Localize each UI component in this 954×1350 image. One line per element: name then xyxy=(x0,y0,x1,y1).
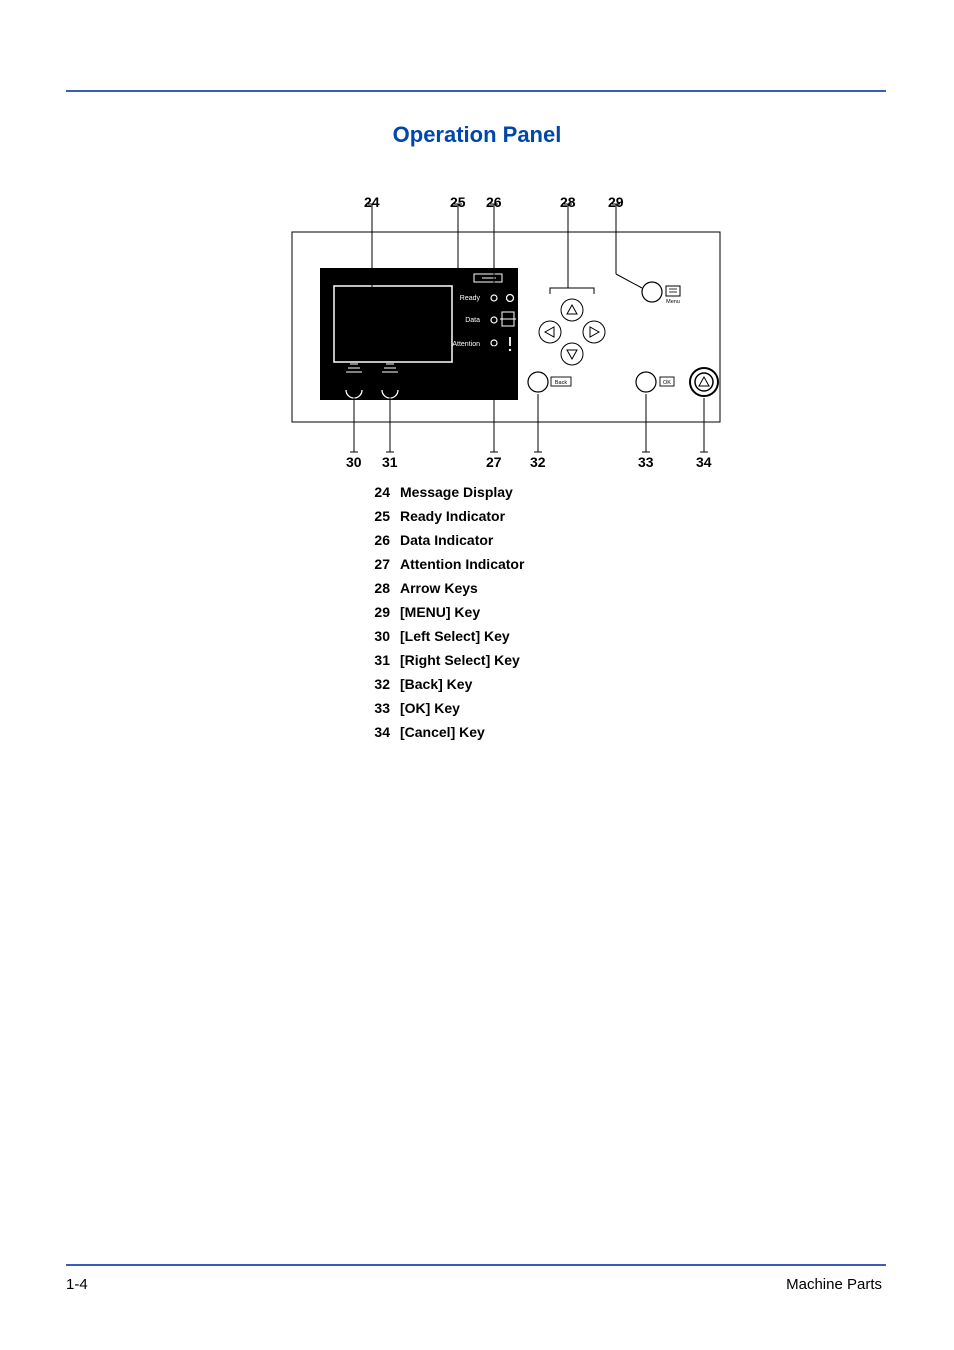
legend-text: [Cancel] Key xyxy=(400,724,485,740)
legend-text: [Left Select] Key xyxy=(400,628,510,644)
legend-num: 25 xyxy=(362,508,390,524)
legend-text: [MENU] Key xyxy=(400,604,480,620)
legend-num: 34 xyxy=(362,724,390,740)
legend-row: 26 Data Indicator xyxy=(362,532,524,548)
callout-31-bottom: 31 xyxy=(382,454,398,470)
legend-row: 33 [OK] Key xyxy=(362,700,524,716)
section-name: Machine Parts xyxy=(786,1276,882,1293)
callout-29-top: 29 xyxy=(608,194,624,210)
legend-row: 34 [Cancel] Key xyxy=(362,724,524,740)
legend-num: 24 xyxy=(362,484,390,500)
legend-row: 32 [Back] Key xyxy=(362,676,524,692)
svg-text:Back: Back xyxy=(555,380,567,386)
legend-num: 33 xyxy=(362,700,390,716)
data-label: Data xyxy=(465,317,480,324)
legend-text: [Right Select] Key xyxy=(400,652,520,668)
legend-text: Ready Indicator xyxy=(400,508,505,524)
legend-row: 30 [Left Select] Key xyxy=(362,628,524,644)
callout-28-top: 28 xyxy=(560,194,576,210)
bottom-rule xyxy=(66,1264,886,1266)
callout-33-bottom: 33 xyxy=(638,454,654,470)
legend-num: 26 xyxy=(362,532,390,548)
callout-30-bottom: 30 xyxy=(346,454,362,470)
page-number: 1-4 xyxy=(66,1276,88,1293)
legend-row: 29 [MENU] Key xyxy=(362,604,524,620)
top-rule xyxy=(66,90,886,92)
legend-text: Attention Indicator xyxy=(400,556,524,572)
page-title: Operation Panel xyxy=(0,122,954,148)
svg-text:Menu: Menu xyxy=(666,299,680,305)
callout-34-bottom: 34 xyxy=(696,454,712,470)
operation-panel-diagram: Ready Data Attention Menu Back xyxy=(272,194,732,464)
legend-text: [OK] Key xyxy=(400,700,460,716)
legend-list: 24 Message Display 25 Ready Indicator 26 Da… xyxy=(362,484,524,748)
legend-text: Message Display xyxy=(400,484,513,500)
callout-27-bottom: 27 xyxy=(486,454,502,470)
legend-num: 32 xyxy=(362,676,390,692)
legend-row: 28 Arrow Keys xyxy=(362,580,524,596)
callout-32-bottom: 32 xyxy=(530,454,546,470)
legend-num: 30 xyxy=(362,628,390,644)
callout-26-top: 26 xyxy=(486,194,502,210)
callout-25-top: 25 xyxy=(450,194,466,210)
legend-row: 24 Message Display xyxy=(362,484,524,500)
legend-row: 31 [Right Select] Key xyxy=(362,652,524,668)
callout-24-top: 24 xyxy=(364,194,380,210)
legend-num: 31 xyxy=(362,652,390,668)
legend-text: Arrow Keys xyxy=(400,580,478,596)
attention-label: Attention xyxy=(452,341,480,348)
legend-text: Data Indicator xyxy=(400,532,493,548)
legend-num: 28 xyxy=(362,580,390,596)
legend-text: [Back] Key xyxy=(400,676,472,692)
legend-row: 25 Ready Indicator xyxy=(362,508,524,524)
svg-text:OK: OK xyxy=(663,380,671,386)
legend-row: 27 Attention Indicator xyxy=(362,556,524,572)
ready-label: Ready xyxy=(460,295,481,302)
legend-num: 27 xyxy=(362,556,390,572)
legend-num: 29 xyxy=(362,604,390,620)
